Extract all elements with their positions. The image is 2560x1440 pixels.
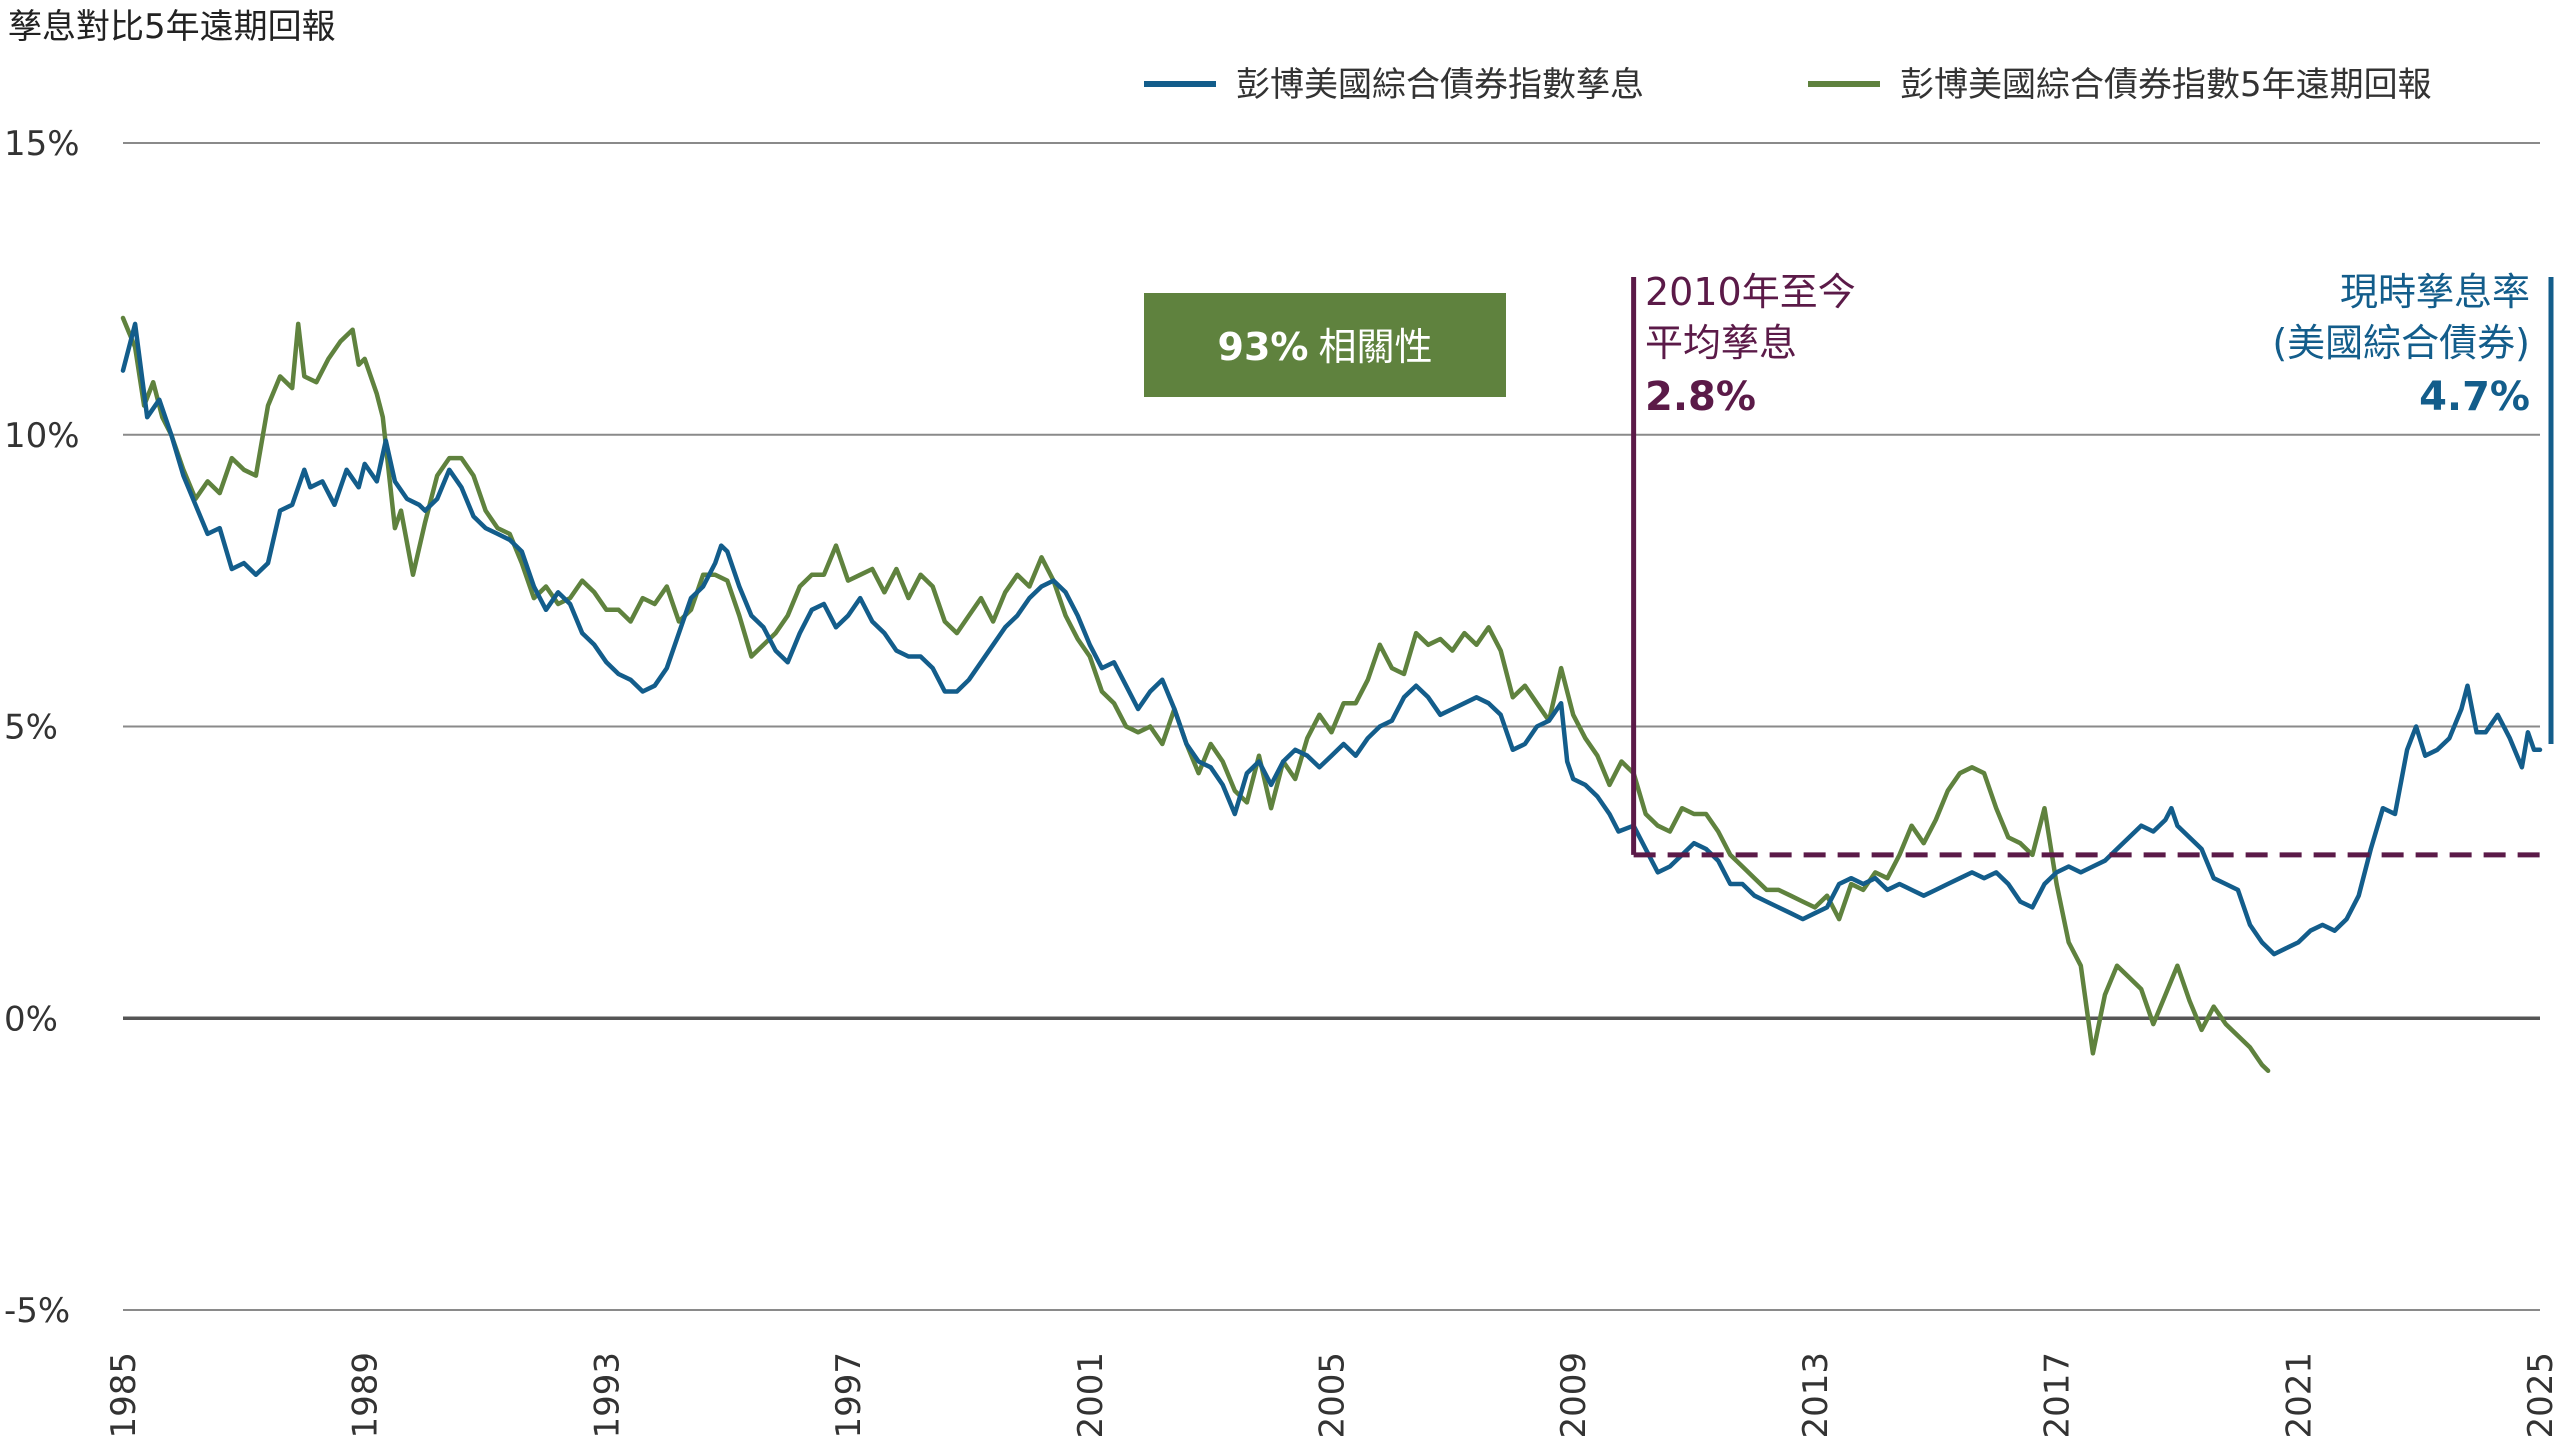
x-tick-label: 1997 xyxy=(829,1352,869,1439)
y-tick-label: 15% xyxy=(4,124,80,164)
average-value-label: 2.8% xyxy=(1645,374,1756,420)
x-tick-label: 2005 xyxy=(1313,1352,1353,1439)
correlation-badge-box xyxy=(1144,293,1506,397)
correlation-badge-value: 93% xyxy=(1218,325,1309,369)
legend-label-return: 彭博美國綜合債券指數5年遠期回報 xyxy=(1900,65,2432,105)
y-tick-label: 0% xyxy=(4,999,58,1039)
x-tick-label: 2009 xyxy=(1554,1352,1594,1439)
y-tick-label: 10% xyxy=(4,416,80,456)
y-tick-label: -5% xyxy=(4,1291,70,1331)
current-label-line1: 現時孳息率 xyxy=(2340,270,2530,314)
series-lines xyxy=(120,315,2543,1074)
series-line-forward-return xyxy=(120,315,2271,1074)
average-label-line1: 2010年至今 xyxy=(1645,270,1856,314)
x-axis-tick-labels: 1985 1989 1993 1997 2001 2005 2009 2013 2017 2021… xyxy=(104,1352,2560,1439)
x-tick-label: 1989 xyxy=(346,1352,386,1439)
y-axis-tick-labels: 15% 10% 5% 0% -5% xyxy=(4,124,80,1331)
x-tick-label: 2021 xyxy=(2279,1352,2319,1439)
legend: 彭博美國綜合債券指數孳息 彭博美國綜合債券指數5年遠期回報 xyxy=(1144,65,2432,105)
current-yield-marker: 現時孳息率 (美國綜合債券) 4.7% xyxy=(2272,270,2554,745)
x-tick-label: 1993 xyxy=(587,1352,627,1439)
correlation-badge-label: 相關性 xyxy=(1318,325,1432,369)
correlation-badge: 93% 相關性 xyxy=(1144,293,1506,397)
current-value-label: 4.7% xyxy=(2419,374,2530,420)
x-tick-label: 2017 xyxy=(2038,1352,2078,1439)
x-tick-label: 2013 xyxy=(1796,1352,1836,1439)
average-label-line2: 平均孳息 xyxy=(1645,321,1797,365)
x-tick-label: 2025 xyxy=(2521,1352,2560,1439)
y-tick-label: 5% xyxy=(4,708,58,748)
x-tick-label: 1985 xyxy=(104,1352,144,1439)
correlation-badge-text: 93% 相關性 xyxy=(1218,325,1433,369)
x-tick-label: 2001 xyxy=(1071,1352,1111,1439)
chart-title: 孳息對比5年遠期回報 xyxy=(8,7,336,47)
average-yield-marker: 2010年至今 平均孳息 2.8% xyxy=(1631,270,2540,858)
legend-label-yield: 彭博美國綜合債券指數孳息 xyxy=(1236,65,1644,105)
current-label-line2: (美國綜合債券) xyxy=(2272,321,2530,365)
series-line-index-yield xyxy=(120,321,2543,957)
